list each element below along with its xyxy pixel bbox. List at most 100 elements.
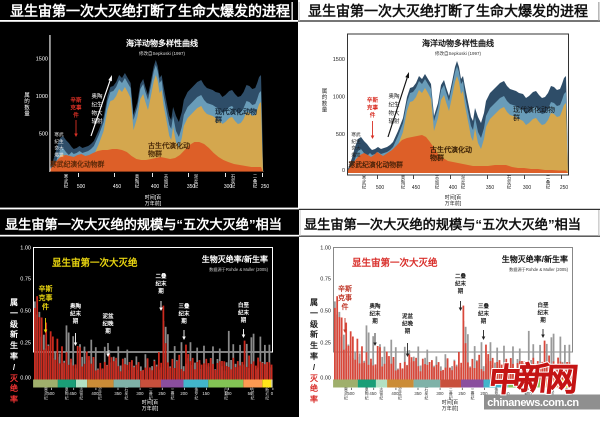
svg-text:350: 350 [187,184,196,190]
svg-text:350: 350 [414,391,422,396]
svg-text:1.00: 1.00 [20,246,31,252]
svg-text:生物灭绝率/新生率: 生物灭绝率/新生率 [202,254,268,264]
svg-text:近: 近 [565,391,569,396]
svg-text:属: 属 [10,298,18,307]
svg-text:纪末: 纪末 [70,310,82,318]
svg-text:中: 中 [487,362,523,398]
svg-text:奥: 奥 [365,387,369,392]
svg-text:的: 的 [322,93,328,101]
svg-text:盆: 盆 [98,391,102,396]
svg-text:奥陶: 奥陶 [388,92,400,100]
svg-text:100: 100 [524,391,532,396]
svg-text:时间[百: 时间[百 [142,399,158,406]
svg-text:率: 率 [10,394,18,404]
svg-text:400: 400 [91,391,99,396]
svg-text:450: 450 [69,391,77,396]
svg-text:古: 古 [551,387,555,392]
svg-text:炭: 炭 [425,391,429,396]
svg-text:罗: 罗 [194,392,198,396]
svg-text:绝: 绝 [10,383,18,393]
svg-text:物大: 物大 [91,109,103,117]
svg-text:1000: 1000 [333,95,345,101]
svg-text:150: 150 [202,391,210,396]
svg-text:纪: 纪 [125,395,129,400]
svg-text:近: 近 [251,391,255,396]
svg-text:纪: 纪 [401,184,406,190]
svg-text:志: 志 [164,173,169,179]
svg-text:期: 期 [241,316,247,324]
svg-text:400: 400 [151,184,160,190]
svg-text:寒武: 寒武 [54,131,64,138]
svg-text:期: 期 [158,287,164,295]
svg-text:450: 450 [113,184,122,190]
svg-text:300: 300 [436,391,444,396]
svg-text:显生宙第一次大灭绝的规模与“五次大灭绝”相当: 显生宙第一次大灭绝的规模与“五次大灭绝”相当 [5,216,282,232]
svg-text:二: 二 [449,388,453,392]
svg-text:纪: 纪 [194,395,198,400]
svg-text:垩: 垩 [224,392,228,396]
svg-text:爆发: 爆发 [54,151,64,158]
svg-text:罗: 罗 [494,392,498,396]
svg-text:450: 450 [412,185,421,191]
svg-text:300: 300 [136,391,144,396]
svg-text:纪: 纪 [79,395,83,400]
svg-text:期: 期 [372,317,378,325]
svg-text:古生代演化动: 古生代演化动 [148,141,190,150]
svg-text:辛斯: 辛斯 [70,96,82,104]
svg-text:数据源于Rohde & Muller (2005): 数据源于Rohde & Muller (2005) [209,266,268,273]
svg-text:一: 一 [310,309,318,318]
svg-text:量: 量 [24,111,30,118]
svg-text:期: 期 [458,287,464,295]
svg-text:纪: 纪 [365,395,369,400]
svg-text:泥盆: 泥盆 [102,312,114,320]
svg-text:中: 中 [487,362,523,398]
svg-text:纪: 纪 [98,395,102,400]
svg-text:500: 500 [376,185,385,191]
svg-text:石: 石 [425,388,429,392]
svg-text:海洋动物多样性曲线: 海洋动物多样性曲线 [422,38,494,48]
svg-text:纪末: 纪末 [455,280,467,288]
svg-text:期: 期 [540,316,546,324]
svg-text:陶: 陶 [401,179,405,186]
svg-text:件: 件 [42,302,49,311]
svg-text:率: 率 [310,351,318,361]
svg-text:纪: 纪 [425,395,429,400]
svg-text:留: 留 [379,391,383,396]
svg-text:叠: 叠 [171,391,175,396]
svg-text:chinanews.com.cn: chinanews.com.cn [487,397,579,409]
svg-text:奥: 奥 [65,387,69,392]
svg-text:显生宙第一次大灭绝打断了生命大爆发的进程: 显生宙第一次大灭绝打断了生命大爆发的进程 [308,3,588,19]
svg-text:显生宙第一次大灭绝: 显生宙第一次大灭绝 [52,257,138,269]
svg-text:万年前]: 万年前] [145,200,162,207]
svg-text:纪末: 纪末 [369,310,381,318]
svg-text:纪: 纪 [171,395,175,400]
svg-text:物群: 物群 [148,149,162,158]
svg-text:时间[百: 时间[百 [145,194,161,201]
svg-text:石: 石 [507,175,512,181]
svg-text:500: 500 [47,391,55,396]
svg-text:量: 量 [322,107,328,114]
svg-text:克事: 克事 [70,104,82,112]
svg-text:灭: 灭 [309,374,319,383]
svg-text:志: 志 [379,387,383,392]
svg-text:450: 450 [369,391,377,396]
svg-text:时间[百: 时间[百 [442,399,458,406]
svg-text:纪晚: 纪晚 [102,320,114,328]
svg-text:纪末: 纪末 [178,310,190,318]
svg-text:300: 300 [523,185,532,191]
svg-text:的: 的 [24,97,30,105]
svg-text:奥: 奥 [135,173,140,180]
svg-text:群: 群 [215,115,222,124]
svg-text:纪: 纪 [231,183,236,189]
svg-text:群: 群 [513,113,520,122]
svg-text:纪: 纪 [164,183,169,189]
svg-text:/: / [13,363,16,372]
svg-text:武: 武 [44,391,48,396]
svg-text:二叠: 二叠 [455,272,467,280]
svg-text:250: 250 [261,184,270,190]
svg-text:400: 400 [391,391,399,396]
svg-text:辐射: 辐射 [388,117,400,125]
svg-text:纪末: 纪末 [155,280,167,288]
svg-text:200: 200 [480,391,488,396]
svg-text:辛斯: 辛斯 [338,284,352,293]
